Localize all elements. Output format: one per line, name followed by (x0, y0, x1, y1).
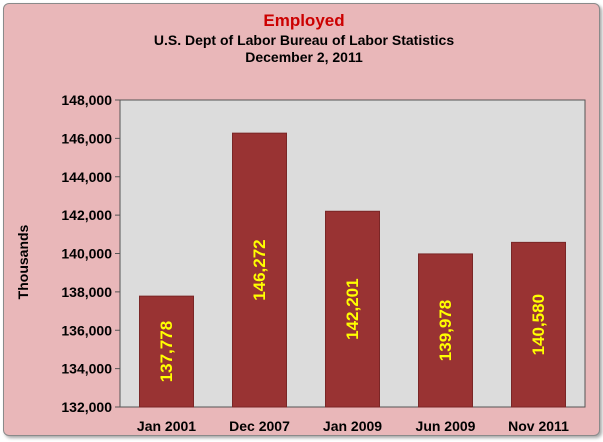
y-tick-label: 148,000 (61, 92, 112, 108)
bar (418, 253, 473, 408)
x-tick-label: Jun 2009 (416, 418, 476, 434)
y-axis: 132,000 134,000 136,000 138,000 140,000 142,0… (61, 92, 120, 415)
x-tick-label: Jan 2001 (137, 418, 196, 434)
y-axis-label: Thousands (15, 224, 31, 299)
chart-subtitle-line-2: December 2, 2011 (245, 49, 363, 65)
bars: 137,778 146,272 142,201 139,978 140,580 (139, 132, 566, 408)
x-tick-label: Dec 2007 (229, 418, 290, 434)
bar (511, 241, 566, 408)
bar-data-label: 140,580 (529, 294, 548, 355)
chart-subtitle-line-1: U.S. Dept of Labor Bureau of Labor Stati… (154, 32, 454, 48)
x-tick-label: Nov 2011 (508, 418, 569, 434)
bar (325, 210, 380, 408)
bar (139, 295, 194, 408)
y-tick-label: 144,000 (61, 169, 112, 185)
bar-chart: Employed U.S. Dept of Labor Bureau of La… (15, 11, 586, 434)
bar-data-label: 137,778 (157, 321, 176, 382)
y-tick-label: 142,000 (61, 207, 112, 223)
y-tick-label: 136,000 (61, 322, 112, 338)
x-tick-label: Jan 2009 (323, 418, 382, 434)
x-axis: Jan 2001 Dec 2007 Jan 2009 Jun 2009 Nov 2011 (137, 418, 569, 434)
chart-container: Employed U.S. Dept of Labor Bureau of La… (3, 3, 600, 436)
bar (232, 132, 287, 408)
chart-title: Employed (263, 11, 344, 30)
y-tick-label: 134,000 (61, 361, 112, 377)
bar-data-label: 139,978 (436, 300, 455, 361)
bar-data-label: 146,272 (250, 239, 269, 300)
y-tick-label: 132,000 (61, 399, 112, 415)
y-tick-label: 138,000 (61, 284, 112, 300)
bar-data-label: 142,201 (343, 278, 362, 339)
y-tick-label: 140,000 (61, 246, 112, 262)
y-tick-label: 146,000 (61, 130, 112, 146)
